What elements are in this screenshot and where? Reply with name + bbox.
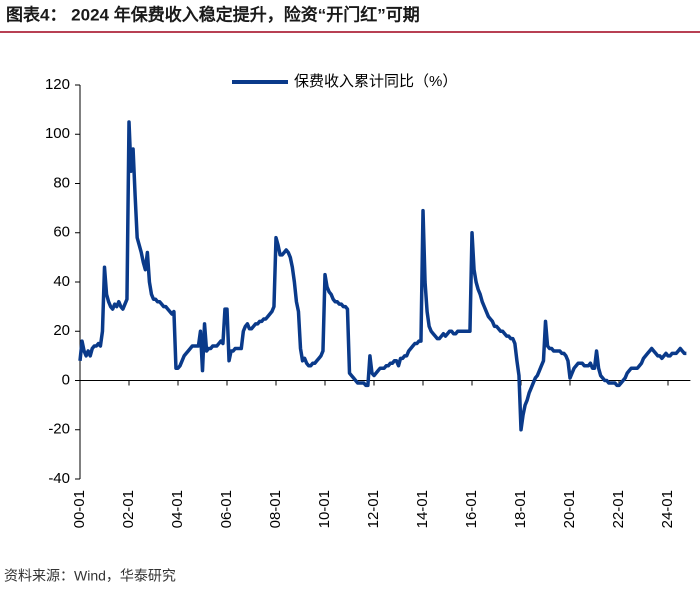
source-note: 资料来源：Wind，华泰研究 bbox=[4, 568, 176, 584]
x-tick-label: 04-01 bbox=[169, 490, 186, 528]
x-tick-label: 20-01 bbox=[561, 490, 578, 528]
x-tick-label: 08-01 bbox=[267, 490, 284, 528]
x-tick-label: 10-01 bbox=[316, 490, 333, 528]
y-tick-label: 120 bbox=[45, 76, 70, 93]
x-tick-label: 18-01 bbox=[512, 490, 529, 528]
y-tick-label: -40 bbox=[48, 470, 70, 487]
y-tick-label: 80 bbox=[53, 174, 70, 191]
x-tick-label: 14-01 bbox=[414, 490, 431, 528]
y-tick-label: 100 bbox=[45, 125, 70, 142]
x-tick-label: 16-01 bbox=[463, 490, 480, 528]
y-tick-label: 40 bbox=[53, 273, 70, 290]
y-tick-label: 20 bbox=[53, 322, 70, 339]
legend-label: 保费收入累计同比（%） bbox=[294, 73, 457, 90]
x-tick-label: 00-01 bbox=[71, 490, 88, 528]
x-tick-label: 06-01 bbox=[218, 490, 235, 528]
x-tick-label: 12-01 bbox=[365, 490, 382, 528]
x-tick-label: 22-01 bbox=[610, 490, 627, 528]
y-tick-label: 0 bbox=[62, 371, 70, 388]
x-tick-label: 02-01 bbox=[120, 490, 137, 528]
data-line bbox=[78, 120, 687, 432]
y-tick-label: 60 bbox=[53, 224, 70, 241]
x-tick-label: 24-01 bbox=[659, 490, 676, 528]
chart-title: 图表4： 2024 年保费收入稳定提升，险资“开门红”可期 bbox=[6, 4, 420, 24]
y-tick-label: -20 bbox=[48, 421, 70, 438]
